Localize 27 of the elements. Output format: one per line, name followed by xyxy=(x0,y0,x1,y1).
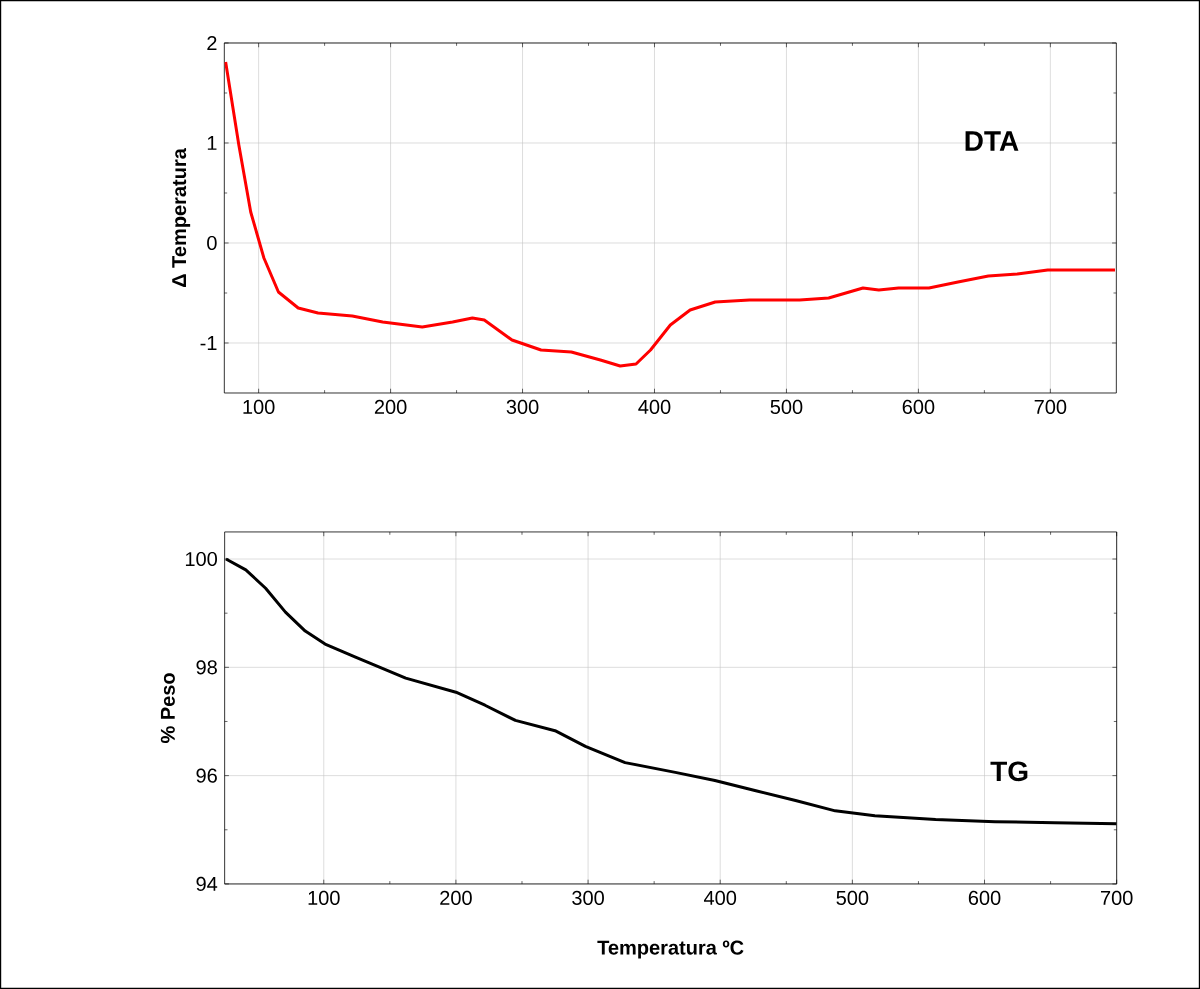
x-tick-label: 200 xyxy=(374,399,407,415)
x-tick-label: 200 xyxy=(440,890,472,905)
x-tick-label: 100 xyxy=(243,399,275,415)
y-axis-title: Δ Temperatura xyxy=(172,148,191,287)
x-tick-label: 500 xyxy=(836,890,869,905)
x-tick-label: 400 xyxy=(638,399,671,415)
x-tick-label: 600 xyxy=(902,399,935,415)
x-tick-label: 400 xyxy=(703,890,737,905)
x-tick-label: 700 xyxy=(1101,890,1133,905)
y-axis-title: % Peso xyxy=(160,673,175,744)
x-tick-label: 600 xyxy=(968,890,1001,905)
y-tick-label: 2 xyxy=(207,36,217,50)
y-tick-label: 94 xyxy=(196,876,218,892)
series-label: TG xyxy=(990,761,1028,782)
y-tick-label: 1 xyxy=(207,136,217,150)
y-tick-label: 100 xyxy=(185,551,217,567)
x-tick-label: 700 xyxy=(1034,399,1067,415)
text: DTA xyxy=(965,131,1019,151)
x-tick-label: 100 xyxy=(308,890,340,905)
y-tick-label: 96 xyxy=(196,768,217,783)
y-tick-label: 0 xyxy=(207,235,217,251)
x-axis-title: Temperatura ºC xyxy=(597,940,744,959)
y-tick-label: -1 xyxy=(200,336,217,350)
x-tick-label: 500 xyxy=(770,399,803,415)
x-tick-label: 300 xyxy=(572,890,604,905)
x-tick-label: 300 xyxy=(506,399,539,415)
y-tick-label: 98 xyxy=(196,660,217,675)
